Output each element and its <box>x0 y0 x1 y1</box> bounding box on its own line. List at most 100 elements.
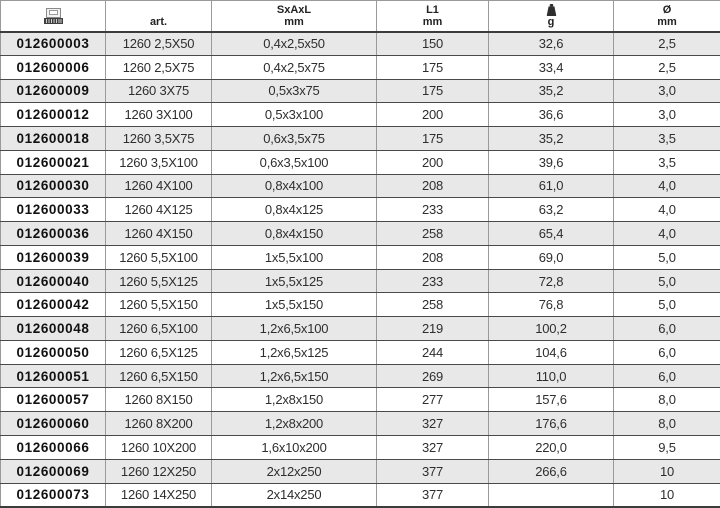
column-header-ean <box>0 0 106 33</box>
dia-cell: 4,0 <box>613 174 720 199</box>
weight-cell: 63,2 <box>488 197 614 223</box>
ean-cell: 012600039 <box>0 245 106 270</box>
l1-cell: 277 <box>376 387 489 413</box>
dia-cell: 8,0 <box>613 411 720 437</box>
dia-cell: 3,0 <box>613 102 720 128</box>
weight-cell: 69,0 <box>488 245 614 270</box>
dia-cell: 4,0 <box>613 197 720 223</box>
table-row: 012600006 1260 2,5X75 0,4x2,5x75 175 33,4 2,5 <box>0 55 720 80</box>
column-unit-sxaxl: mm <box>284 15 304 28</box>
sxaxl-cell: 0,6x3,5x75 <box>211 126 377 151</box>
ean-cell: 012600069 <box>0 459 106 484</box>
sxaxl-cell: 0,6x3,5x100 <box>211 150 377 175</box>
ean-cell: 012600042 <box>0 292 106 318</box>
ean-cell: 012600040 <box>0 269 106 294</box>
dia-cell: 3,5 <box>613 126 720 151</box>
ean-cell: 012600060 <box>0 411 106 437</box>
l1-cell: 233 <box>376 269 489 294</box>
ean-cell: 012600036 <box>0 221 106 246</box>
weight-cell: 65,4 <box>488 221 614 246</box>
ean-cell: 012600009 <box>0 79 106 104</box>
dia-cell: 6,0 <box>613 340 720 365</box>
sxaxl-cell: 0,5x3x100 <box>211 102 377 128</box>
dia-cell: 2,5 <box>613 55 720 80</box>
l1-cell: 377 <box>376 483 489 507</box>
art-cell: 1260 6,5X100 <box>105 316 212 341</box>
column-header-diameter: Ø mm <box>613 0 720 33</box>
sxaxl-cell: 1,2x8x200 <box>211 411 377 437</box>
l1-cell: 233 <box>376 197 489 223</box>
sxaxl-cell: 1,2x6,5x100 <box>211 316 377 341</box>
art-cell: 1260 2,5X75 <box>105 55 212 80</box>
weight-cell: 104,6 <box>488 340 614 365</box>
column-header-art: art. <box>105 0 212 33</box>
dia-cell: 4,0 <box>613 221 720 246</box>
weight-cell <box>488 483 614 507</box>
l1-cell: 258 <box>376 221 489 246</box>
ean-cell: 012600003 <box>0 31 106 56</box>
weight-cell: 35,2 <box>488 79 614 104</box>
ean-cell: 012600033 <box>0 197 106 223</box>
dia-cell: 3,5 <box>613 150 720 175</box>
l1-cell: 208 <box>376 174 489 199</box>
ean-cell: 012600048 <box>0 316 106 341</box>
sxaxl-cell: 0,8x4x100 <box>211 174 377 199</box>
weight-cell: 33,4 <box>488 55 614 80</box>
l1-cell: 208 <box>376 245 489 270</box>
weight-cell: 266,6 <box>488 459 614 484</box>
column-unit-l1: mm <box>422 15 443 28</box>
art-cell: 1260 12X250 <box>105 459 212 484</box>
column-header-l1: L1 mm <box>376 0 489 33</box>
sxaxl-cell: 1,2x8x150 <box>211 387 377 413</box>
art-cell: 1260 14X250 <box>105 483 212 507</box>
table-row: 012600073 1260 14X250 2x14x250 377 10 <box>0 483 720 507</box>
column-label-l1: L1 <box>426 3 439 16</box>
ean-barcode-icon <box>42 7 65 28</box>
dia-cell: 10 <box>613 483 720 507</box>
table-row: 012600033 1260 4X125 0,8x4x125 233 63,2 4,0 <box>0 197 720 223</box>
art-cell: 1260 8X200 <box>105 411 212 437</box>
sxaxl-cell: 1,6x10x200 <box>211 435 377 460</box>
ean-cell: 012600057 <box>0 387 106 413</box>
l1-cell: 150 <box>376 31 489 56</box>
sxaxl-cell: 0,4x2,5x50 <box>211 31 377 56</box>
column-label-diameter: Ø <box>662 3 672 16</box>
table-row: 012600012 1260 3X100 0,5x3x100 200 36,6 3,0 <box>0 102 720 128</box>
sxaxl-cell: 1x5,5x125 <box>211 269 377 294</box>
dia-cell: 5,0 <box>613 292 720 318</box>
column-header-sxaxl: SxAxL mm <box>211 0 377 33</box>
weight-cell: 39,6 <box>488 150 614 175</box>
dia-cell: 9,5 <box>613 435 720 460</box>
art-cell: 1260 5,5X150 <box>105 292 212 318</box>
dia-cell: 2,5 <box>613 31 720 56</box>
art-cell: 1260 4X125 <box>105 197 212 223</box>
weight-cell: 61,0 <box>488 174 614 199</box>
art-cell: 1260 8X150 <box>105 387 212 413</box>
sxaxl-cell: 2x12x250 <box>211 459 377 484</box>
table-row: 012600050 1260 6,5X125 1,2x6,5x125 244 104,6… <box>0 340 720 365</box>
weight-cell: 157,6 <box>488 387 614 413</box>
ean-cell: 012600012 <box>0 102 106 128</box>
dia-cell: 6,0 <box>613 364 720 389</box>
art-cell: 1260 6,5X125 <box>105 340 212 365</box>
column-label-sxaxl: SxAxL <box>276 3 312 16</box>
table-row: 012600048 1260 6,5X100 1,2x6,5x100 219 100,2… <box>0 316 720 341</box>
ean-cell: 012600051 <box>0 364 106 389</box>
column-header-weight: g <box>488 0 614 33</box>
weight-cell: 100,2 <box>488 316 614 341</box>
table-row: 012600018 1260 3,5X75 0,6x3,5x75 175 35,2 3,5 <box>0 126 720 151</box>
l1-cell: 175 <box>376 55 489 80</box>
ean-cell: 012600030 <box>0 174 106 199</box>
sxaxl-cell: 1x5,5x100 <box>211 245 377 270</box>
dia-cell: 5,0 <box>613 245 720 270</box>
table-row: 012600039 1260 5,5X100 1x5,5x100 208 69,0 5,0 <box>0 245 720 270</box>
table-row: 012600066 1260 10X200 1,6x10x200 327 220,0 9,… <box>0 435 720 460</box>
l1-cell: 258 <box>376 292 489 318</box>
ean-cell: 012600021 <box>0 150 106 175</box>
l1-cell: 175 <box>376 79 489 104</box>
weight-cell: 176,6 <box>488 411 614 437</box>
table-row: 012600069 1260 12X250 2x12x250 377 266,6 10 <box>0 459 720 484</box>
table-row: 012600060 1260 8X200 1,2x8x200 327 176,6 8,0 <box>0 411 720 437</box>
